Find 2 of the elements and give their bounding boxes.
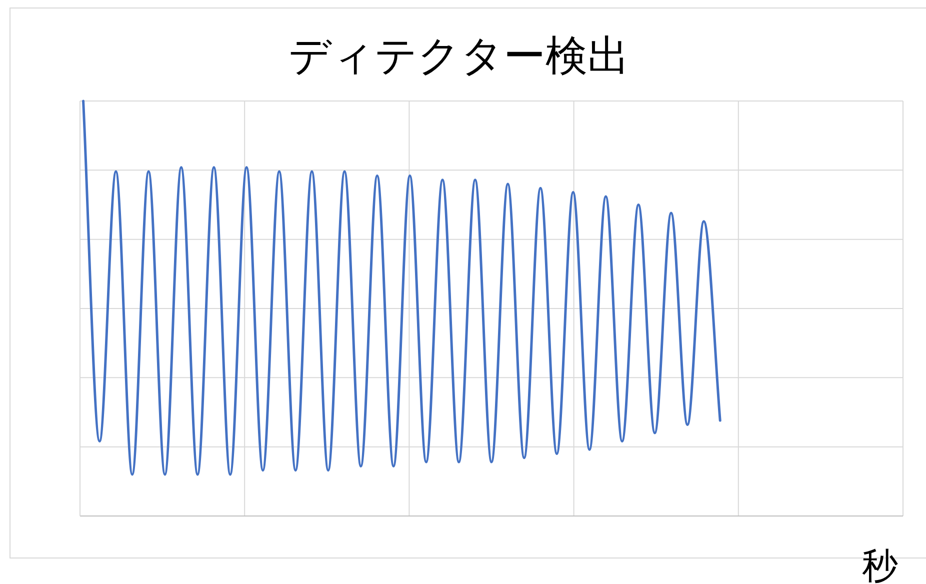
chart-title: ディテクター検出 xyxy=(288,31,630,80)
x-axis-title: 秒 xyxy=(862,546,898,584)
